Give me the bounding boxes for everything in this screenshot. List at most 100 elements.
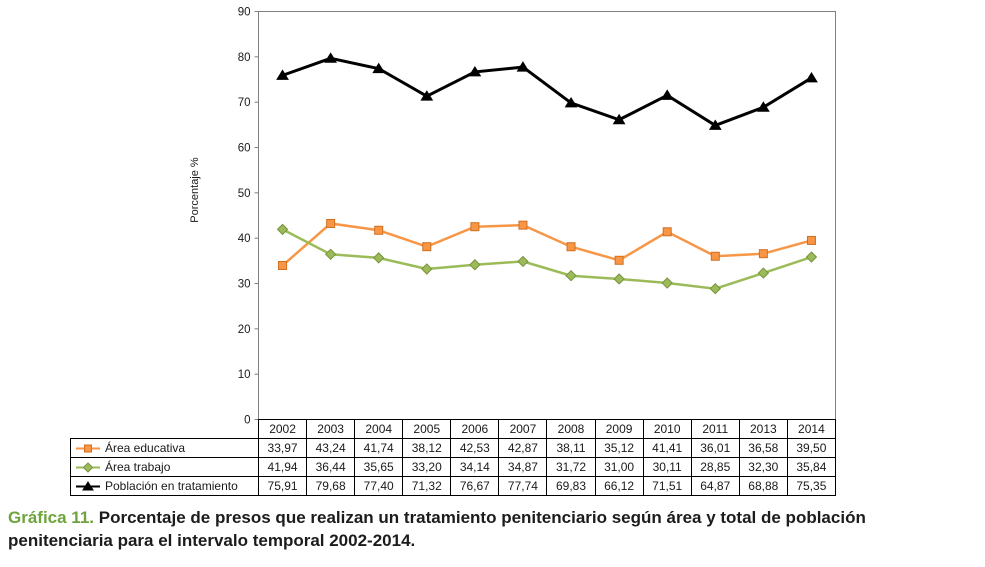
year-header-cell: 2009: [594, 419, 644, 439]
series-marker-square: [374, 225, 384, 235]
value-cell: 35,65: [354, 457, 404, 477]
caption-text: Porcentaje de presos que realizan un tra…: [8, 508, 866, 550]
series-marker-diamond: [469, 259, 481, 271]
table-row: Área trabajo 41,94 36,44 35,65 33,20 34,14 34,…: [70, 457, 836, 477]
series-marker-square: [326, 218, 336, 228]
value-cell: 77,74: [498, 476, 548, 496]
series-marker-square: [518, 220, 528, 230]
value-cell: 41,74: [354, 438, 404, 458]
legend-cell: Área educativa: [70, 438, 259, 458]
y-tick-label: 20: [238, 324, 251, 336]
value-cell: 34,87: [498, 457, 548, 477]
series-line: [282, 56, 813, 128]
legend-label: Área educativa: [105, 441, 186, 455]
year-header-row: 2002 2003 2004 2005 2006 2007 2008 2009 2010 2011…: [71, 419, 836, 439]
year-header-cell: 2011: [690, 419, 740, 439]
series-marker-diamond: [709, 283, 721, 295]
y-tick-label: 30: [238, 279, 251, 291]
value-cell: 66,12: [594, 476, 644, 496]
series-marker-square: [278, 261, 288, 271]
value-cell: 31,00: [594, 457, 644, 477]
series-1: [276, 223, 818, 295]
value-cell: 42,87: [498, 438, 548, 458]
table-row: Área educativa 33,97 43,24 41,74 38,12 42,53 4…: [70, 438, 836, 458]
series-marker-triangle: [564, 96, 578, 108]
y-tick-label: 80: [238, 52, 251, 64]
value-cell: 41,94: [257, 457, 308, 477]
year-header-cell: 2007: [498, 419, 548, 439]
value-cell: 36,58: [738, 438, 788, 458]
series-marker-diamond: [565, 269, 577, 282]
series-0: [278, 218, 816, 271]
value-cell: 68,88: [738, 476, 788, 496]
series-marker-diamond: [276, 223, 289, 236]
legend-label: Población en tratamiento: [105, 479, 238, 493]
series-line: [281, 222, 812, 267]
year-header-cell: 2006: [450, 419, 500, 439]
year-header-cell: 2013: [738, 419, 788, 439]
y-axis-title: Porcentaje %: [189, 157, 201, 223]
series-marker-diamond: [373, 252, 385, 264]
series-marker-diamond: [613, 273, 625, 285]
series-marker-triangle: [420, 90, 434, 101]
value-cell: 43,24: [306, 438, 356, 458]
value-cell: 34,14: [450, 457, 500, 477]
series-marker-triangle: [805, 71, 818, 83]
series-marker-square: [662, 227, 672, 237]
value-cell: 36,01: [690, 438, 740, 458]
series-marker-diamond: [82, 462, 94, 473]
value-cell: 35,12: [594, 438, 644, 458]
series-marker-triangle: [660, 89, 674, 100]
value-cell: 32,30: [738, 457, 788, 477]
caption: Gráfica 11. Porcentaje de presos que rea…: [8, 506, 974, 552]
value-cell: 79,68: [306, 476, 356, 496]
year-header-cell: 2002: [257, 419, 308, 439]
y-tick-label: 90: [238, 7, 251, 19]
value-cell: 31,72: [546, 457, 596, 477]
value-cell: 39,50: [786, 438, 836, 458]
table-corner: [71, 420, 259, 439]
year-header-cell: 2008: [546, 419, 596, 439]
y-tick-label: 50: [238, 188, 251, 200]
value-cell: 28,85: [690, 457, 740, 477]
series-marker-square: [470, 222, 480, 232]
data-table: 2002 2003 2004 2005 2006 2007 2008 2009 2010 2011…: [70, 419, 836, 496]
series-marker-square: [806, 235, 816, 245]
series-marker-triangle: [756, 101, 770, 112]
value-cell: 77,40: [354, 476, 404, 496]
series-marker-triangle: [468, 65, 482, 77]
value-cell: 71,51: [642, 476, 692, 496]
legend-marker-icon: [76, 444, 100, 453]
year-header-cell: 2014: [786, 419, 836, 439]
value-cell: 38,12: [402, 438, 452, 458]
legend-marker-icon: [76, 462, 100, 473]
series-marker-square: [84, 444, 92, 453]
value-cell: 33,20: [402, 457, 452, 477]
value-cell: 35,84: [786, 457, 836, 477]
year-header-cell: 2004: [354, 419, 404, 439]
value-cell: 75,91: [257, 476, 308, 496]
value-cell: 41,41: [642, 438, 692, 458]
value-cell: 71,32: [402, 476, 452, 496]
series-marker-triangle: [708, 119, 722, 130]
value-cell: 69,83: [546, 476, 596, 496]
series-marker-square: [422, 242, 432, 252]
series-marker-square: [758, 249, 768, 259]
legend-marker-icon: [76, 481, 100, 491]
series-marker-diamond: [757, 267, 770, 279]
y-tick-label: 60: [238, 143, 251, 155]
series-marker-square: [566, 242, 576, 252]
legend-label: Área trabajo: [105, 460, 171, 474]
series-marker-diamond: [324, 248, 337, 261]
series-line: [281, 228, 812, 290]
series-marker-square: [614, 255, 624, 265]
series-marker-triangle: [516, 61, 530, 72]
value-cell: 75,35: [786, 476, 836, 496]
value-cell: 30,11: [642, 457, 692, 477]
series-marker-diamond: [517, 255, 529, 268]
plot-border: [258, 11, 836, 420]
series-marker-triangle: [612, 113, 626, 125]
series-marker-diamond: [421, 263, 433, 275]
value-cell: 42,53: [450, 438, 500, 458]
